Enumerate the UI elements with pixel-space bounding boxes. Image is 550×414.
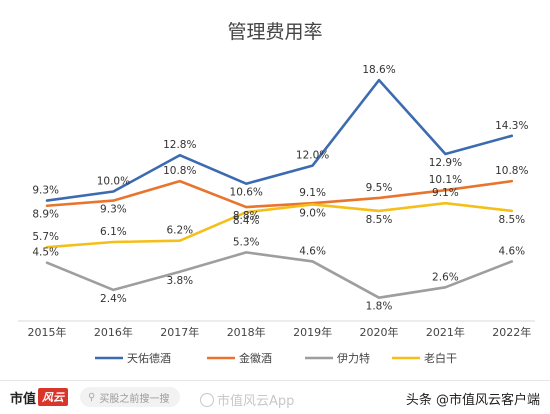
data-label: 4.6% [498, 245, 525, 257]
series-line-0 [45, 78, 514, 202]
footer-bar: 市值 风云 ⚲ 买股之前搜一搜 市值风云App 头条 @市值风云客户端 [0, 380, 550, 414]
x-tick-label: 2015年 [28, 325, 67, 339]
data-label: 8.5% [498, 214, 525, 226]
app-icon [200, 393, 214, 407]
data-label: 9.1% [299, 187, 326, 199]
data-label: 14.3% [495, 120, 528, 132]
x-tick-label: 2017年 [160, 325, 199, 339]
data-label: 9.1% [432, 187, 459, 199]
legend-label: 老白干 [424, 351, 457, 365]
data-label: 2.4% [100, 293, 127, 305]
legend-label: 伊力特 [337, 351, 370, 365]
series-line-1 [45, 179, 514, 209]
data-label: 10.0% [97, 176, 130, 188]
data-label: 8.8% [233, 210, 260, 222]
logo-text: 市值 [10, 391, 37, 407]
x-tick-label: 2022年 [492, 325, 531, 339]
data-label: 3.8% [166, 275, 193, 287]
app-label-text: 市值风云App [217, 394, 295, 409]
data-label: 10.8% [495, 165, 528, 177]
series-line-2 [45, 251, 514, 299]
x-tick-label: 2016年 [94, 325, 133, 339]
data-label: 9.3% [32, 185, 59, 197]
data-label: 9.3% [100, 204, 127, 216]
x-tick-label: 2021年 [426, 325, 465, 339]
search-icon: ⚲ [88, 391, 96, 403]
search-placeholder: 买股之前搜一搜 [99, 393, 170, 405]
chart-area: 管理费用率 2015年 2016年 2017年 2018年 2019年 2020年 2021年… [18, 21, 535, 365]
data-label: 12.9% [429, 157, 462, 169]
data-label: 8.5% [366, 214, 393, 226]
data-label: 4.6% [299, 245, 326, 257]
data-label: 2.6% [432, 271, 459, 283]
data-label: 9.0% [299, 207, 326, 219]
data-label: 10.1% [429, 174, 462, 186]
x-tick-label: 2020年 [360, 325, 399, 339]
data-label: 10.6% [230, 187, 263, 199]
data-label: 6.2% [166, 225, 193, 237]
source-credit: 头条 @市值风云客户端 [405, 393, 540, 408]
logo-badge: 风云 [38, 388, 69, 406]
line-chart: 管理费用率 2015年 2016年 2017年 2018年 2019年 2020年 2021年… [18, 21, 535, 365]
legend-label: 天佑德酒 [127, 351, 171, 365]
brand-logo[interactable]: 市值 风云 [10, 387, 69, 407]
legend-label: 金徽酒 [239, 351, 272, 365]
data-label: 5.7% [32, 231, 59, 243]
data-label: 8.9% [32, 209, 59, 221]
search-box[interactable]: ⚲ 买股之前搜一搜 [80, 387, 180, 407]
x-tick-label: 2018年 [227, 325, 266, 339]
data-label: 8.4% [233, 215, 260, 227]
data-label: 12.0% [296, 150, 329, 162]
chart-title: 管理费用率 [227, 21, 322, 43]
data-label: 12.8% [163, 139, 196, 151]
data-label: 4.5% [32, 247, 59, 259]
data-label: 1.8% [366, 301, 393, 313]
series-line-3 [45, 201, 514, 249]
data-label: 10.8% [163, 165, 196, 177]
data-label: 6.1% [100, 226, 127, 238]
app-watermark: 市值风云App [200, 390, 294, 409]
data-label: 5.3% [233, 236, 260, 248]
data-label: 18.6% [362, 64, 395, 76]
data-label: 9.5% [366, 182, 393, 194]
x-tick-label: 2019年 [293, 325, 332, 339]
